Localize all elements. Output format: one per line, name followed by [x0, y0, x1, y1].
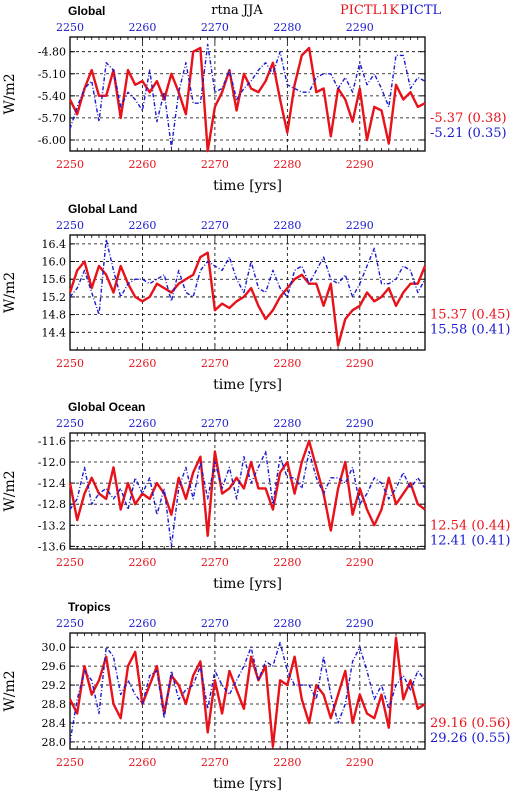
legend-label-red: PICTL1K — [340, 3, 399, 18]
panel-1-series-blue — [69, 43, 426, 149]
panel-3-title: Global Ocean — [68, 400, 145, 414]
panel-4-xtick-label-bottom: 2270 — [201, 756, 229, 769]
panel-1-ytick-label: -6.00 — [38, 134, 66, 147]
panel-4-xtick-label-top: 2260 — [128, 617, 156, 630]
panel-4-ytick-label: 29.6 — [42, 660, 67, 673]
panel-3-xtick-label-top: 2290 — [346, 417, 374, 430]
panel-2-ytick-label: 15.6 — [42, 273, 67, 286]
panel-4-ytick-label: 28.4 — [42, 717, 67, 730]
panel-1-ytick-label: -5.40 — [38, 90, 66, 103]
panel-4-xtick-label-top: 2270 — [201, 617, 229, 630]
panel-3-xtick-label-bottom: 2280 — [273, 556, 301, 569]
panel-4-series-red — [68, 636, 426, 748]
panel-1-xtick-label-bottom: 2290 — [346, 158, 374, 171]
panel-2-series-blue — [69, 238, 426, 316]
panel-4-series-blue — [69, 641, 426, 743]
panel-2-xtick-label-top: 2280 — [273, 219, 301, 232]
panel-2-xtick-label-bottom: 2260 — [128, 357, 156, 370]
panel-4-xtick-label-bottom: 2280 — [273, 756, 301, 769]
panel-2-xtick-label-top: 2260 — [128, 219, 156, 232]
panel-3-xtick-label-top: 2260 — [128, 417, 156, 430]
panel-4-xtick-label-top: 2280 — [273, 617, 301, 630]
panel-1-xlabel: time [yrs] — [213, 178, 282, 194]
panel-2-xtick-label-bottom: 2280 — [273, 357, 301, 370]
panel-1-ytick-label: -5.10 — [38, 68, 66, 81]
panel-2-title: Global Land — [68, 202, 137, 216]
panel-1-xtick-label-top: 2260 — [128, 21, 156, 34]
panel-2-stat-blue: 15.58 (0.41) — [430, 323, 510, 338]
panel-2-xtick-label-top: 2270 — [201, 219, 229, 232]
panel-1-xtick-label-bottom: 2260 — [128, 158, 156, 171]
panel-1-stat-red: -5.37 (0.38) — [430, 111, 507, 126]
panel-4-ylabel: W/m2 — [2, 670, 18, 711]
panel-3-ytick-label: -12.4 — [38, 477, 66, 490]
panel-2-ytick-label: 16.0 — [42, 256, 67, 269]
panel-2-xlabel: time [yrs] — [213, 377, 282, 393]
panel-4-xtick-label-bottom: 2260 — [128, 756, 156, 769]
panel-4-stat-red: 29.16 (0.56) — [430, 716, 510, 731]
panel-3-ytick-label: -12.8 — [38, 498, 66, 511]
panel-2-series-red — [68, 251, 427, 347]
panel-3-stat-red: 12.54 (0.44) — [430, 518, 510, 533]
panel-2-ylabel: W/m2 — [2, 272, 18, 313]
panel-1-xtick-label-top: 2250 — [56, 21, 84, 34]
panel-3-series-red — [68, 439, 426, 537]
panel-3-xtick-label-top: 2270 — [201, 417, 229, 430]
panel-4-ytick-label: 28.8 — [42, 698, 67, 711]
panel-4-xtick-label-bottom: 2250 — [56, 756, 84, 769]
panel-4-ytick-label: 29.2 — [42, 679, 67, 692]
panel-3-ylabel: W/m2 — [2, 470, 18, 511]
panel-1-xtick-label-bottom: 2280 — [273, 158, 301, 171]
panel-2-ytick-label: 15.2 — [42, 291, 67, 304]
panel-3-xtick-label-top: 2250 — [56, 417, 84, 430]
panel-4-ytick-label: 28.0 — [42, 736, 67, 749]
panel-2-stat-red: 15.37 (0.45) — [430, 308, 510, 323]
panel-2-ytick-label: 14.4 — [42, 326, 67, 339]
panel-4-stat-blue: 29.26 (0.55) — [430, 731, 510, 746]
legend-label-blue: PICTL — [400, 3, 442, 18]
panel-1-xtick-label-top: 2280 — [273, 21, 301, 34]
panel-1-xtick-label-bottom: 2250 — [56, 158, 84, 171]
panel-3-series-blue — [69, 450, 426, 548]
panel-3-xtick-label-bottom: 2270 — [201, 556, 229, 569]
panel-3-xtick-label-bottom: 2290 — [346, 556, 374, 569]
panel-1-ytick-label: -4.80 — [38, 46, 66, 59]
panel-3-xlabel: time [yrs] — [213, 576, 282, 592]
panel-2-ytick-label: 14.8 — [42, 309, 67, 322]
panel-3-frame — [69, 432, 426, 550]
panel-2-xtick-label-bottom: 2290 — [346, 357, 374, 370]
panel-3-xtick-label-bottom: 2250 — [56, 556, 84, 569]
panel-1-xtick-label-top: 2290 — [346, 21, 374, 34]
panel-1-title: Global — [68, 4, 105, 18]
figure-title: rtna JJA — [211, 3, 263, 18]
panel-4-xtick-label-top: 2250 — [56, 617, 84, 630]
panel-4-title: Tropics — [68, 600, 111, 614]
panel-2-xtick-label-bottom: 2250 — [56, 357, 84, 370]
panel-2-xtick-label-top: 2290 — [346, 219, 374, 232]
panel-1-ylabel: W/m2 — [2, 73, 18, 114]
panel-4-frame — [69, 632, 426, 750]
panel-2-xtick-label-bottom: 2270 — [201, 357, 229, 370]
panel-1-stat-blue: -5.21 (0.35) — [430, 126, 507, 141]
panel-3-ytick-label: -13.6 — [38, 540, 66, 553]
panel-1-xtick-label-top: 2270 — [201, 21, 229, 34]
panel-1-xtick-label-bottom: 2270 — [201, 158, 229, 171]
panel-3-xtick-label-top: 2280 — [273, 417, 301, 430]
panel-4-ytick-label: 30.0 — [42, 641, 67, 654]
panel-1-ytick-label: -5.70 — [38, 112, 66, 125]
panel-3-ytick-label: -13.2 — [38, 519, 66, 532]
panel-2-ytick-label: 16.4 — [42, 238, 67, 251]
panel-3-ytick-label: -12.0 — [38, 456, 66, 469]
panel-1-frame — [69, 36, 426, 152]
panel-3-stat-blue: 12.41 (0.41) — [430, 533, 510, 548]
panel-3-ytick-label: -11.6 — [38, 435, 66, 448]
panel-4-xtick-label-top: 2290 — [346, 617, 374, 630]
panel-3-xtick-label-bottom: 2260 — [128, 556, 156, 569]
panel-1-series-red — [68, 46, 426, 153]
panel-4-xlabel: time [yrs] — [213, 776, 282, 792]
panel-2-xtick-label-top: 2250 — [56, 219, 84, 232]
panel-4-xtick-label-bottom: 2290 — [346, 756, 374, 769]
